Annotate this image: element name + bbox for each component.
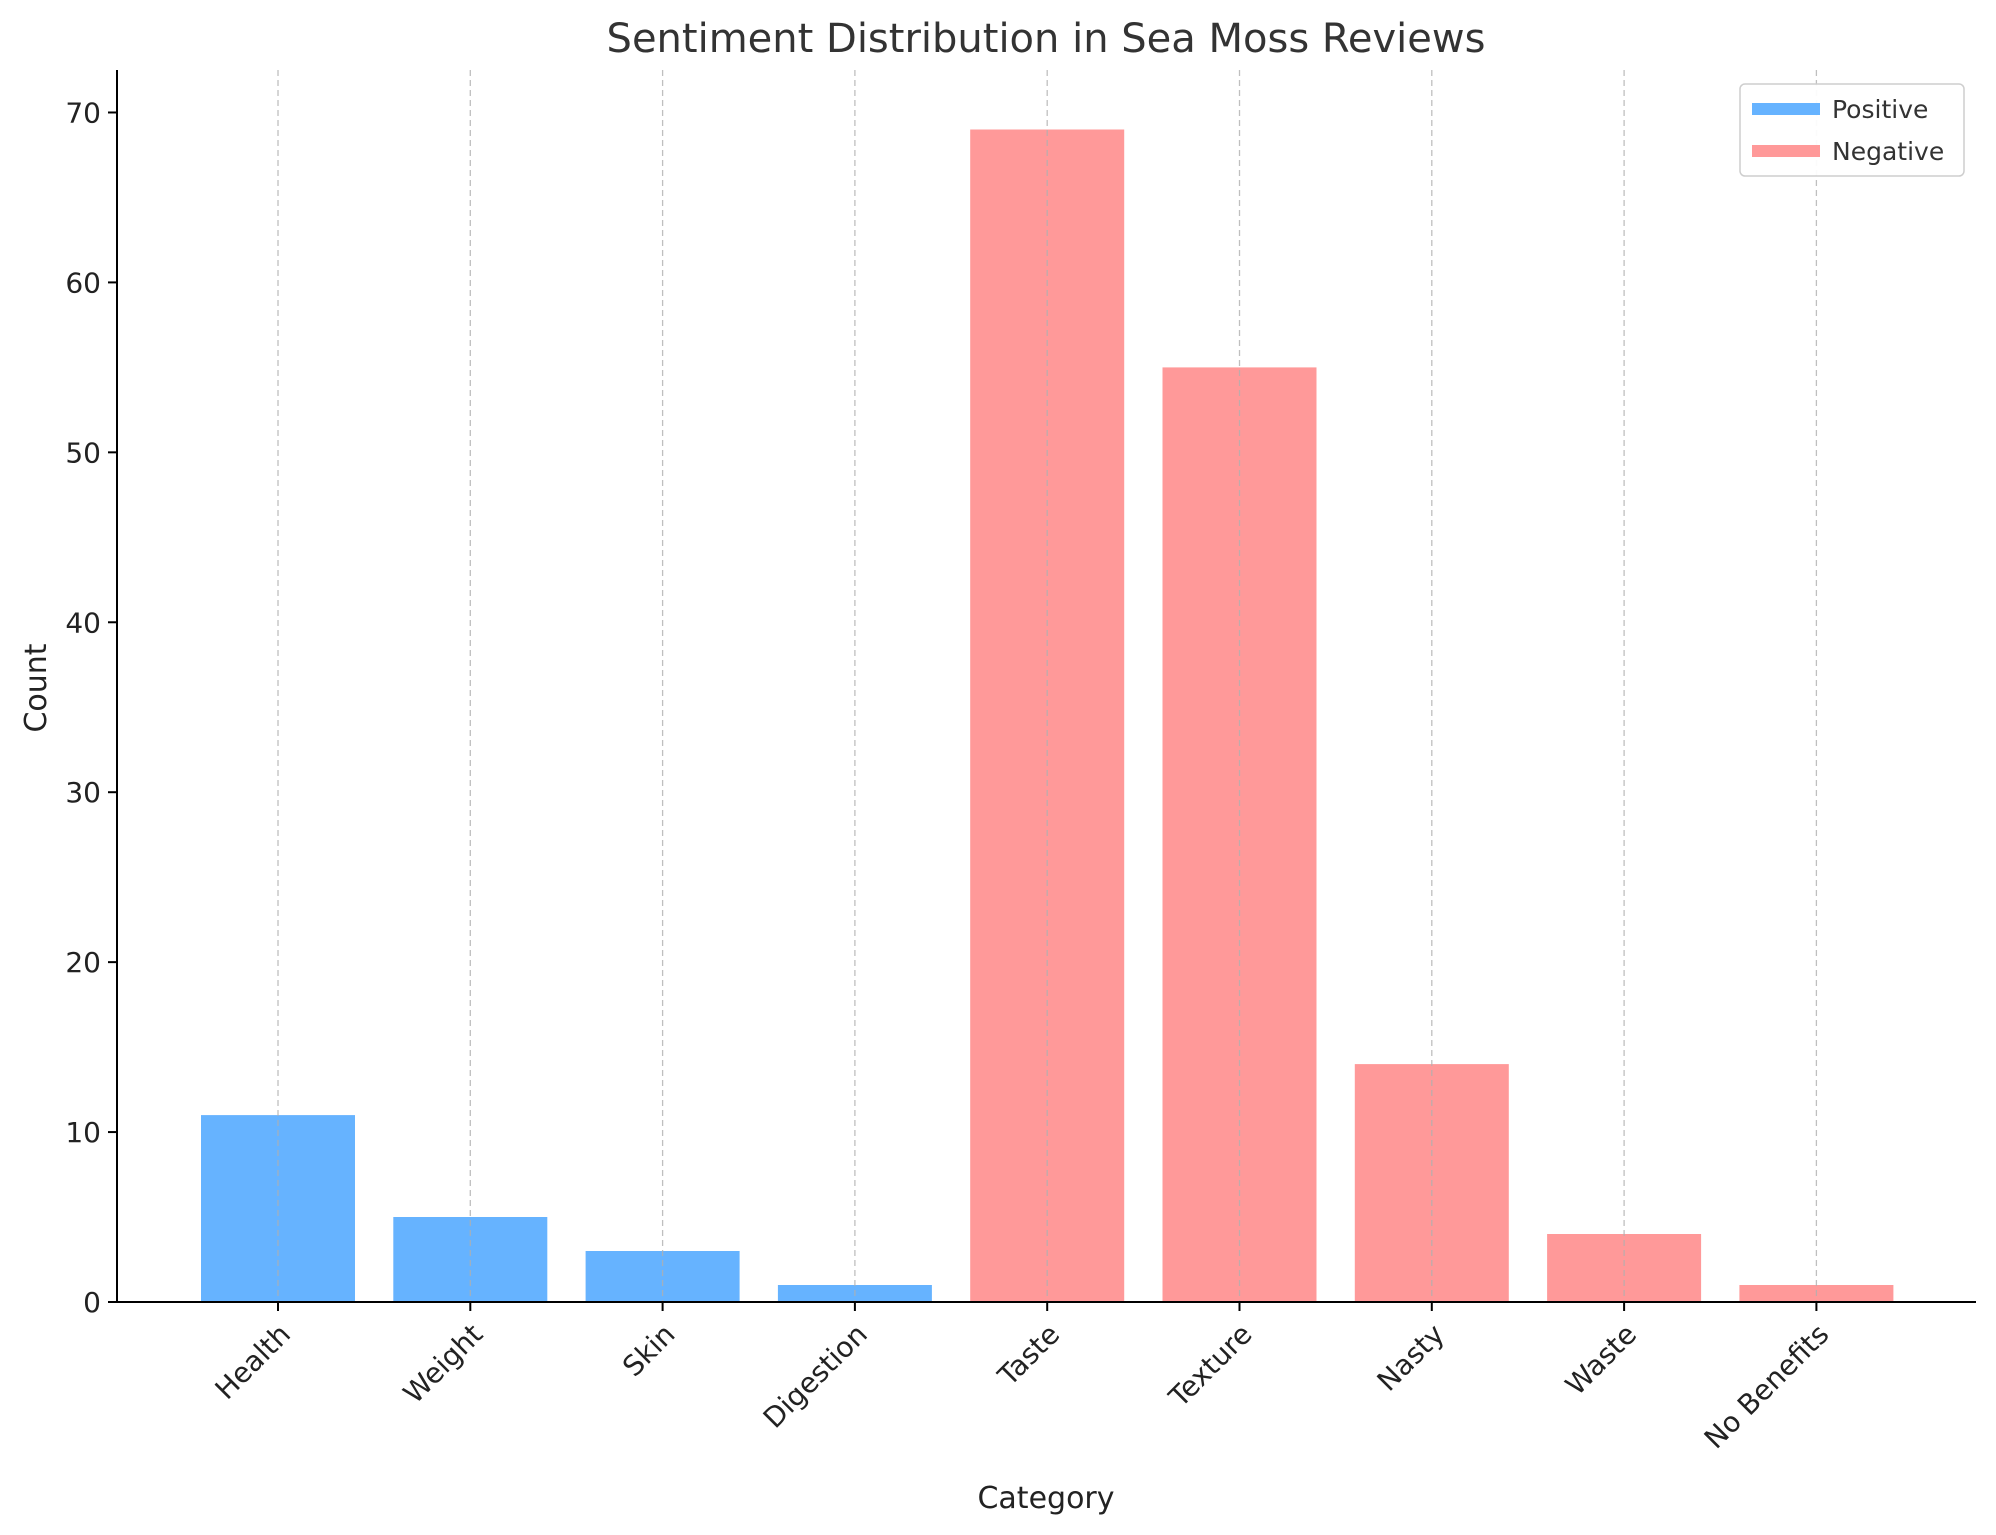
y-tick-label: 10 [65, 1116, 101, 1149]
x-tick-label: Weight [397, 1318, 489, 1410]
y-tick-label: 0 [83, 1286, 101, 1319]
y-tick-label: 30 [65, 776, 101, 809]
y-tick-label: 60 [65, 266, 101, 299]
legend-label: Positive [1832, 95, 1928, 124]
grid-lines [277, 70, 1818, 1302]
x-tick-label: Digestion [757, 1318, 874, 1435]
y-ticks: 0 10 20 30 40 50 60 70 [65, 96, 117, 1319]
x-tick-label: Skin [616, 1318, 681, 1383]
axes [116, 70, 1976, 1303]
legend-label: Negative [1832, 137, 1944, 166]
x-tick-label: No Benefits [1698, 1318, 1836, 1456]
y-axis-label: Count [19, 643, 54, 732]
x-tick-label: Texture [1162, 1318, 1259, 1415]
legend-swatch [1752, 145, 1820, 157]
y-tick-label: 70 [65, 96, 101, 129]
x-ticks: Health Weight Skin Digestion Taste Texture Nas… [209, 1302, 1836, 1456]
x-axis-label: Category [977, 1481, 1114, 1516]
chart-title: Sentiment Distribution in Sea Moss Revie… [607, 16, 1486, 62]
x-tick-label: Taste [991, 1318, 1066, 1393]
x-tick-label: Waste [1559, 1318, 1643, 1402]
legend-swatch [1752, 103, 1820, 115]
x-tick-label: Health [209, 1318, 297, 1406]
y-tick-label: 50 [65, 436, 101, 469]
bar-weight [393, 1217, 548, 1302]
x-tick-label: Nasty [1371, 1318, 1451, 1398]
y-tick-label: 20 [65, 946, 101, 979]
y-tick-label: 40 [65, 606, 101, 639]
legend: Positive Negative [1739, 83, 1965, 177]
